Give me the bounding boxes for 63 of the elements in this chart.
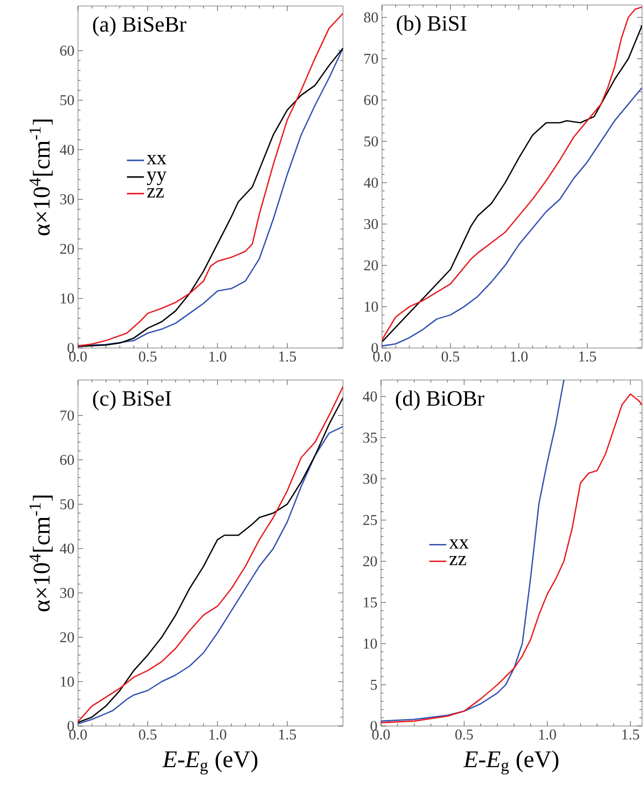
y-tick-label: 20 [60, 632, 74, 642]
y-tick-label: 0 [370, 720, 377, 732]
x-axis-title: E-E$_{g}$ (eV) [162, 750, 258, 774]
y-tick-label: 0 [68, 720, 74, 732]
x-tick-label: 1.0 [209, 730, 226, 740]
y-tick-label: 0 [68, 342, 74, 354]
y-tick-label: 40 [364, 178, 378, 188]
x-tick-label: 1.5 [622, 730, 640, 740]
y-tick-label: 20 [364, 260, 378, 270]
legend-label: yy [146, 172, 166, 186]
y-tick-label: 30 [60, 194, 74, 204]
y-tick-label: 10 [364, 638, 377, 649]
y-tick-label: 40 [362, 391, 377, 402]
x-axis-title: E-E$_{g}$ (eV) [463, 750, 558, 774]
y-tick-label: 30 [60, 588, 74, 598]
chart-title: (d) BiOBr [396, 390, 484, 410]
x-tick-label: 0.0 [69, 352, 87, 362]
x-tick-label: 1.0 [510, 352, 528, 362]
legend-label: zz [147, 188, 164, 198]
y-tick-label: 40 [60, 544, 74, 554]
x-tick-label: 0.5 [138, 352, 156, 362]
x-tick-label: 0.0 [69, 730, 87, 740]
x-tick-label: 1.0 [539, 730, 556, 740]
chart-title: (b) BiSI [396, 15, 466, 36]
y-tick-label: 50 [60, 95, 74, 106]
y-tick-label: 0 [372, 342, 378, 354]
y-tick-label: 25 [363, 515, 377, 526]
y-axis-title: α×10$^{4}$[cm$^{-1}$] [29, 496, 53, 612]
y-tick-label: 10 [60, 676, 74, 687]
x-tick-label: 0.0 [373, 352, 391, 362]
y-tick-label: 35 [363, 432, 377, 443]
x-tick-label: 0.0 [372, 730, 390, 740]
y-tick-label: 15 [364, 597, 377, 608]
y-tick-label: 60 [364, 95, 378, 106]
y-tick-label: 70 [60, 410, 74, 421]
chart-title: (c) BiSeI [93, 390, 172, 410]
x-tick-label: 0.5 [138, 730, 156, 740]
y-tick-label: 60 [60, 454, 74, 465]
y-tick-label: 80 [364, 12, 378, 22]
legend-label: xx [449, 539, 469, 549]
y-tick-label: 40 [60, 144, 74, 155]
x-tick-label: 1.0 [209, 352, 226, 362]
chart-title: (a) BiSeBr [93, 16, 186, 36]
y-axis-title: α×10$^{4}$[cm$^{-1}$] [29, 120, 53, 236]
x-tick-label: 0.5 [455, 730, 473, 740]
legend-label: xx [146, 155, 166, 164]
y-tick-label: 30 [363, 474, 377, 484]
y-tick-label: 20 [60, 244, 74, 254]
y-tick-label: 20 [363, 556, 377, 566]
y-tick-label: 70 [364, 54, 378, 64]
y-tick-label: 60 [60, 46, 74, 56]
y-tick-label: 5 [370, 680, 377, 690]
y-tick-label: 10 [60, 293, 74, 304]
x-tick-label: 1.5 [279, 352, 296, 362]
x-tick-label: 1.5 [279, 730, 296, 740]
y-tick-label: 30 [364, 218, 378, 230]
x-tick-label: 1.5 [579, 352, 596, 362]
x-tick-label: 0.5 [442, 352, 460, 362]
y-tick-label: 10 [364, 302, 378, 312]
y-tick-label: 50 [60, 499, 74, 510]
line-series [381, 380, 565, 722]
legend-label: zz [449, 556, 466, 566]
y-tick-label: 50 [364, 136, 378, 146]
